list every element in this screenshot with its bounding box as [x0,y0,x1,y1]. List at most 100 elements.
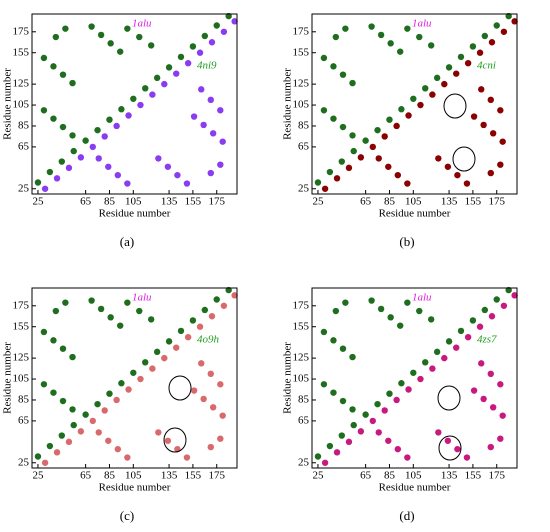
contact-point [396,48,404,55]
contact-point [499,412,506,419]
contact-point [209,130,217,137]
contact-point [321,185,329,192]
contact-point [89,143,96,151]
contact-point [481,32,489,40]
contact-point [374,126,381,134]
contact-point [62,299,69,306]
y-tick-label: 85 [298,120,310,132]
contact-point [375,155,382,162]
panel-label: (a) [120,234,134,249]
plot-frame [311,287,518,469]
contact-point [469,43,477,50]
contact-point [65,164,73,172]
contact-point [394,445,402,453]
contact-point [410,369,417,376]
contact-point [349,79,356,87]
contact-point [497,435,504,442]
contact-point [453,344,460,351]
panel-label: (d) [399,508,414,523]
highlight-circle [437,385,461,411]
x-tick-label: 105 [405,196,422,208]
x-tick-label: 25 [312,196,324,208]
contact-point [405,112,412,119]
contact-point [50,389,57,396]
contact-point [209,404,217,411]
y-tick-label: 25 [298,456,310,468]
panel-label: (c) [120,508,134,523]
contact-point [393,122,400,130]
contact-point [445,64,453,71]
contact-point [201,32,209,40]
x-tick-label: 175 [208,196,225,208]
contact-point [387,40,394,47]
contact-point [385,163,392,170]
contact-point [217,381,224,388]
contact-point [350,147,357,155]
y-axis-label: Residue number [2,342,14,414]
contact-point [349,406,356,413]
contact-point [489,130,497,137]
contact-point [116,48,124,55]
contact-point [320,54,328,62]
contact-point [333,449,341,456]
y-axis-label: Residue number [282,68,294,140]
contact-point [161,354,168,362]
x-tick-label: 135 [441,470,458,482]
contact-point [404,299,411,306]
contact-point [59,123,67,131]
contact-point [381,133,388,140]
y-tick-label: 175 [13,25,30,37]
contact-point [142,359,149,366]
contact-point [429,365,436,372]
x-tick-label: 105 [125,470,142,482]
plot-frame [31,13,238,195]
contact-point [94,400,101,408]
contact-point [405,386,412,393]
y-axis-label: Residue number [282,342,294,414]
contact-point [88,23,95,30]
contact-point [130,369,137,376]
x-tick-label: 25 [312,470,324,482]
upper-label: 1alu [412,18,432,30]
contact-point [82,411,89,418]
x-tick-label: 175 [488,196,505,208]
contact-point [124,454,131,461]
y-tick-label: 175 [293,25,310,37]
contact-point [52,307,60,315]
contact-point [34,453,42,460]
contact-point [217,435,224,442]
contact-point [330,337,337,344]
contact-point [330,115,337,122]
contact-point [417,101,424,109]
x-axis-label: Residue number [99,208,171,220]
contact-point [386,116,393,123]
contact-point [511,18,518,25]
contact-point [153,348,161,356]
contact-point [320,328,328,336]
contact-point [69,132,76,139]
x-axis-label: Residue number [379,208,451,220]
x-tick-label: 65 [80,470,92,482]
contact-point [396,322,404,329]
contact-point [385,437,392,444]
contact-point [470,387,478,394]
contact-point [368,23,375,30]
contact-point [404,25,411,32]
contact-point [198,360,205,367]
x-axis-label: Residue number [379,482,451,494]
contact-point [125,386,132,393]
contact-point [326,442,334,450]
contact-point [59,71,67,78]
y-tick-label: 155 [13,46,30,58]
contact-point [231,18,238,25]
contact-point [124,299,131,306]
lower-label: 4ni9 [197,60,217,72]
contact-point [207,443,214,451]
contact-point [314,453,322,460]
contact-point [147,316,155,323]
y-tick-label: 65 [18,140,30,152]
upper-label: 1alu [412,292,432,304]
contact-point [125,112,132,119]
contact-point [349,132,356,139]
contact-point [113,396,120,404]
